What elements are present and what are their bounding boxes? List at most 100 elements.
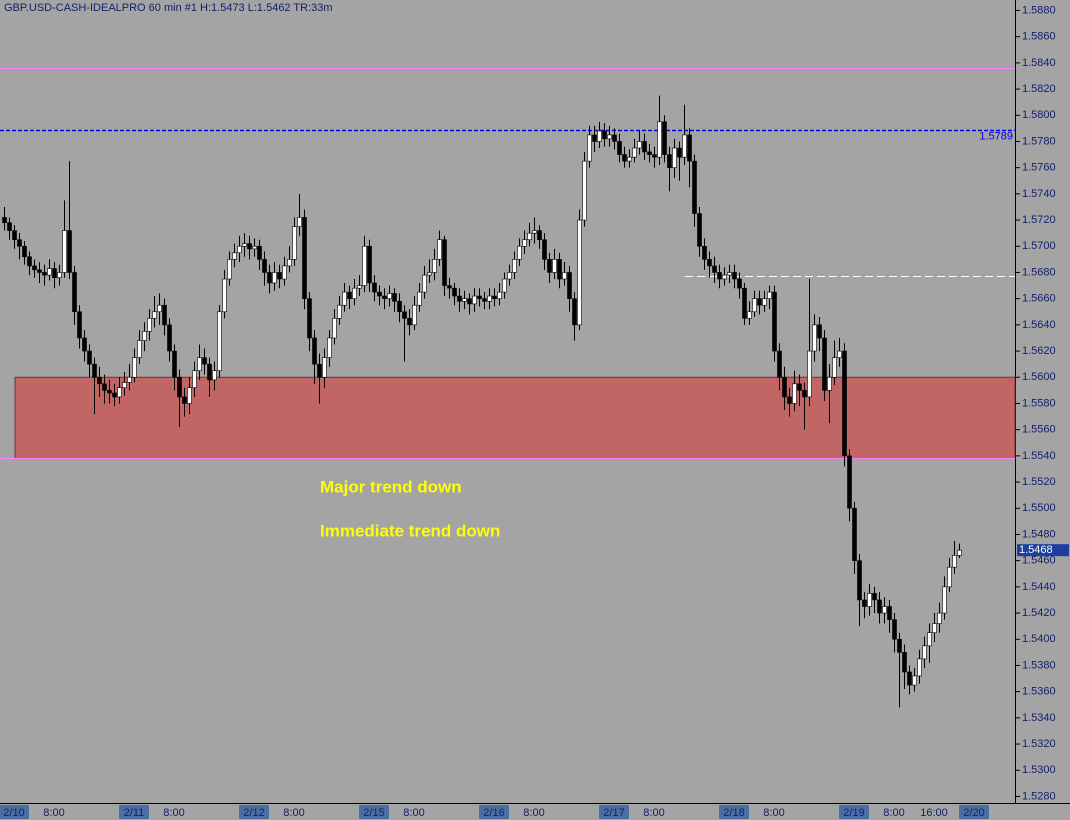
y-tick-label: 1.5760	[1022, 162, 1056, 174]
candle-body	[207, 363, 212, 381]
candle-body	[307, 298, 312, 339]
candle-body	[942, 586, 947, 614]
candle-body	[657, 121, 662, 158]
candle-body	[112, 392, 117, 398]
date-box	[959, 805, 989, 819]
candle-body	[92, 363, 97, 378]
y-tick-label: 1.5600	[1022, 371, 1056, 383]
y-tick-label: 1.5360	[1022, 686, 1056, 698]
candle-body	[847, 455, 852, 509]
candle-body	[387, 293, 392, 299]
candle-body	[12, 230, 17, 241]
y-tick-label: 1.5500	[1022, 502, 1056, 514]
x-tick-label: 8:00	[643, 807, 664, 819]
candle-body	[357, 285, 362, 289]
y-tick-label: 1.5580	[1022, 397, 1056, 409]
candle-body	[712, 265, 717, 273]
candle-body	[917, 658, 922, 677]
x-tick-label: 8:00	[43, 807, 64, 819]
y-tick-label: 1.5480	[1022, 528, 1056, 540]
candle-body	[797, 383, 802, 391]
line-label: 1.5789	[979, 130, 1013, 142]
candle-body	[497, 291, 502, 299]
candle-body	[722, 274, 727, 280]
candle-body	[597, 130, 602, 142]
candle-body	[237, 245, 242, 254]
candle-body	[187, 387, 192, 404]
y-tick-label: 1.5300	[1022, 764, 1056, 776]
x-tick-label: 8:00	[283, 807, 304, 819]
x-tick-label: 2/10	[3, 807, 24, 819]
candle-body	[102, 383, 107, 391]
candle-body	[452, 287, 457, 297]
x-tick-label: 8:00	[403, 807, 424, 819]
candle-body	[867, 593, 872, 607]
x-tick-label: 2/15	[363, 807, 384, 819]
date-box	[719, 805, 749, 819]
candle-body	[642, 141, 647, 153]
candle-body	[132, 357, 137, 378]
candle-body	[527, 232, 532, 241]
candle-body	[812, 324, 817, 352]
candle-body	[872, 593, 877, 601]
candle-body	[492, 295, 497, 299]
candle-body	[322, 357, 327, 378]
candle-body	[422, 274, 427, 293]
candle-body	[347, 291, 352, 299]
candle-body	[857, 560, 862, 601]
candle-body	[707, 259, 712, 267]
candle-body	[907, 671, 912, 686]
candle-body	[352, 287, 357, 299]
candle-body	[742, 287, 747, 319]
candle-body	[617, 141, 622, 155]
candle-body	[627, 156, 632, 162]
candle-body	[702, 245, 707, 260]
x-tick-label: 8:00	[763, 807, 784, 819]
candle-body	[767, 291, 772, 299]
candle-body	[532, 230, 537, 234]
candle-body	[572, 298, 577, 326]
candle-body	[557, 259, 562, 280]
candle-body	[302, 217, 307, 299]
candle-body	[537, 230, 542, 241]
y-tick-label: 1.5320	[1022, 738, 1056, 750]
candle-body	[272, 272, 277, 284]
annotation: Immediate trend down	[320, 521, 500, 540]
candle-body	[937, 612, 942, 624]
candle-body	[832, 357, 837, 378]
candle-body	[467, 298, 472, 305]
candle-body	[2, 217, 7, 223]
candle-body	[292, 226, 297, 260]
candle-body	[952, 555, 957, 568]
date-box	[239, 805, 269, 819]
last-price-box	[1017, 544, 1069, 557]
candle-body	[782, 376, 787, 398]
y-tick-label: 1.5680	[1022, 266, 1056, 278]
candle-body	[372, 282, 377, 293]
candle-body	[622, 154, 627, 162]
candle-body	[242, 243, 247, 247]
candle-body	[772, 291, 777, 352]
candle-body	[737, 278, 742, 289]
y-tick-label: 1.5860	[1022, 31, 1056, 43]
y-tick-label: 1.5880	[1022, 4, 1056, 16]
candle-body	[762, 298, 767, 306]
candle-body	[337, 304, 342, 319]
x-tick-label: 8:00	[883, 807, 904, 819]
candle-body	[542, 239, 547, 260]
candle-body	[277, 272, 282, 280]
x-tick-label: 2/11	[124, 807, 145, 819]
candle-body	[862, 599, 867, 607]
zone	[14, 376, 1016, 459]
candle-body	[592, 134, 597, 142]
candle-body	[562, 272, 567, 280]
candle-body	[327, 337, 332, 358]
candle-body	[507, 272, 512, 280]
candle-body	[47, 268, 52, 276]
candle-body	[807, 350, 812, 398]
candle-body	[852, 507, 857, 561]
candle-body	[692, 160, 697, 214]
candle-body	[892, 619, 897, 640]
candle-body	[612, 134, 617, 142]
candle-body	[632, 147, 637, 158]
